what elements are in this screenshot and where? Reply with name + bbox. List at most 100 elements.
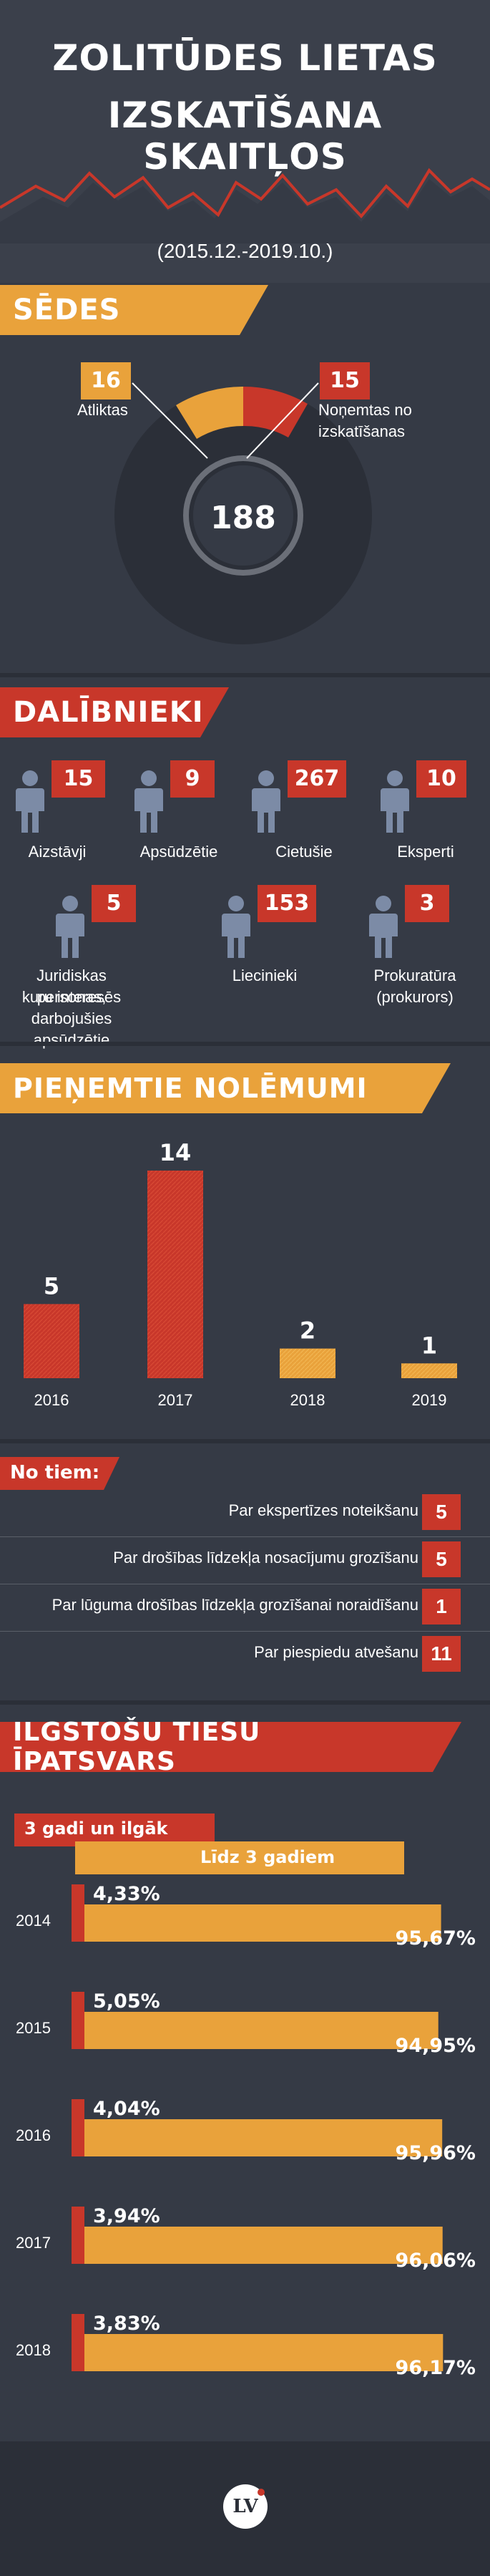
short-trial-label: 94,95% (396, 2035, 476, 2057)
year-label: 2017 (16, 2234, 51, 2252)
donut-slice-nonemtas (243, 387, 308, 437)
no-tiem-row: Par piespiedu atvešanu 11 (0, 1636, 490, 1673)
no-tiem-row-value: 5 (422, 1494, 461, 1530)
long-trial-bar (72, 2314, 84, 2371)
prokuratura-value: 3 (405, 885, 449, 922)
title-line1: ZOLITŪDES LIETAS (52, 37, 438, 79)
legend-long-text: 3 gadi un ilgāk (24, 1819, 168, 1839)
prokuratura-label-2: (prokurors) (376, 988, 454, 1006)
person-icon (252, 770, 280, 833)
juridiskas-label-2: kuru interesēs (21, 988, 122, 1006)
juridiskas-value: 5 (92, 885, 136, 922)
decision-bar-year: 2019 (412, 1391, 447, 1409)
hrline (0, 1536, 490, 1537)
no-tiem-row-text: Par piespiedu atvešanu (254, 1643, 418, 1661)
nolemumi-banner: PIEŅEMTIE NOLĒMUMI (0, 1063, 422, 1113)
nolemumi-bar-chart: 5 2016 14 2017 2 2018 1 2019 (24, 1139, 457, 1409)
long-trial-label: 3,83% (93, 2313, 160, 2335)
short-trial-bar (84, 2012, 438, 2049)
ilgstosu-heading: ILGSTOŠU TIESU ĪPATSVARS (13, 1718, 261, 1776)
liecinieki-value: 153 (258, 885, 316, 922)
sedes-divider (0, 673, 490, 677)
lv-logo-dot (258, 2489, 265, 2496)
ilgstosu-banner-tail (433, 1722, 461, 1772)
long-trial-label: 4,04% (93, 2098, 160, 2120)
donut-slice-atliktas (176, 387, 243, 439)
aizstavji-label: Aizstāvji (28, 843, 87, 861)
no-tiem-banner-tail (104, 1457, 119, 1490)
long-trial-bar (72, 1884, 84, 1942)
no-tiem-row-text: Par ekspertīzes noteikšanu (228, 1501, 418, 1519)
year-label: 2015 (16, 2019, 51, 2037)
short-trial-bar (84, 2119, 443, 2156)
no-tiem-row-value: 5 (422, 1541, 461, 1577)
no-tiem-row-value: 11 (422, 1636, 461, 1672)
removed-label-1: Noņemtas no (318, 401, 412, 419)
ilgstosu-banner: ILGSTOŠU TIESU ĪPATSVARS (0, 1718, 433, 1776)
no-tiem-banner (0, 1457, 104, 1490)
cietusie-label: Cietušie (275, 843, 333, 861)
no-tiem-row-value: 1 (422, 1589, 461, 1624)
dalibnieki-heading: DALĪBNIEKI (13, 696, 204, 729)
header: ZOLITŪDES LIETAS IZSKATĪŠANA SKAITĻOS (2… (0, 0, 490, 283)
trend-line-decoration (0, 168, 490, 243)
decision-bar-year: 2018 (290, 1391, 325, 1409)
no-tiem-heading: No tiem: (10, 1462, 100, 1483)
no-tiem-row: Par drošības līdzekļa nosacījumu grozīša… (0, 1541, 490, 1579)
no-tiem-row-text: Par drošības līdzekļa nosacījumu grozīša… (113, 1549, 418, 1567)
dalibnieki-banner: DALĪBNIEKI (0, 687, 203, 737)
lv-logo-text: LV (232, 2496, 258, 2517)
long-trial-bar (72, 1992, 84, 2049)
ilgstosu-bar-chart: 4,33% 95,67% 2014 5,05% 94,95% 2015 4,04% 95,96… (16, 1883, 476, 2379)
decision-bar-year: 2016 (34, 1391, 69, 1409)
person-icon (134, 770, 163, 833)
postponed-label: Atliktas (77, 401, 128, 419)
eksperti-label: Eksperti (397, 843, 454, 861)
long-trial-label: 3,94% (93, 2205, 160, 2227)
short-trial-label: 96,06% (396, 2250, 476, 2272)
person-icon (222, 896, 250, 958)
long-trial-label: 4,33% (93, 1883, 160, 1905)
year-label: 2018 (16, 2341, 51, 2359)
decision-bar-value: 5 (44, 1272, 59, 1299)
donut-inner (193, 465, 293, 566)
short-trial-label: 95,96% (396, 2142, 476, 2164)
apsudzetie-value: 9 (170, 760, 215, 798)
long-trial-bar (72, 2207, 84, 2264)
sedes-banner-tail (240, 285, 268, 335)
decision-bar-value: 2 (300, 1317, 315, 1345)
donut-total: 188 (210, 500, 276, 536)
decision-bar (24, 1304, 79, 1378)
aizstavji-value: 15 (52, 760, 105, 798)
eksperti-value: 10 (416, 760, 466, 798)
dalibnieki-banner-tail (200, 687, 229, 737)
juridiskas-label-1: Juridiskas personas, (36, 967, 107, 1006)
legend-long (14, 1814, 215, 1846)
year-label: 2014 (16, 1912, 51, 1929)
sedes-heading: SĒDES (13, 294, 121, 326)
legend-short-text: Līdz 3 gadiem (200, 1847, 335, 1867)
decision-bar-value: 14 (160, 1139, 192, 1166)
nolemumi-heading: PIEŅEMTIE NOLĒMUMI (13, 1072, 368, 1104)
no-tiem-row: Par ekspertīzes noteikšanu 5 (0, 1494, 490, 1531)
short-trial-label: 96,17% (396, 2357, 476, 2379)
person-icon (16, 770, 44, 833)
decision-bar-year: 2017 (158, 1391, 193, 1409)
no-tiem-row: Par lūguma drošības līdzekļa grozīšanai … (0, 1589, 490, 1626)
long-trial-label: 5,05% (93, 1990, 160, 2013)
year-label: 2016 (16, 2126, 51, 2144)
short-trial-bar (84, 1904, 441, 1942)
no-tiem-divider (0, 1700, 490, 1705)
legend-short (75, 1841, 404, 1874)
sedes-banner: SĒDES (0, 285, 240, 335)
decision-bar (280, 1348, 335, 1378)
sedes-donut-chart: 188 (114, 387, 372, 644)
nolemumi-banner-tail (422, 1063, 451, 1113)
apsudzetie-label: Apsūdzētie (139, 843, 218, 861)
liecinieki-label: Liecinieki (232, 967, 298, 984)
short-trial-bar (84, 2334, 444, 2371)
decision-bar-value: 1 (421, 1332, 437, 1359)
person-icon (369, 896, 398, 958)
long-trial-bar (72, 2099, 84, 2156)
removed-label-2: izskatīšanas (318, 422, 406, 440)
